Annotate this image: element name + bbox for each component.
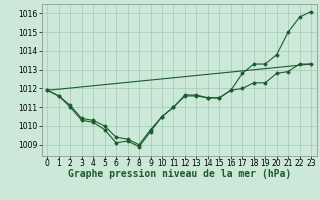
X-axis label: Graphe pression niveau de la mer (hPa): Graphe pression niveau de la mer (hPa) [68,169,291,179]
